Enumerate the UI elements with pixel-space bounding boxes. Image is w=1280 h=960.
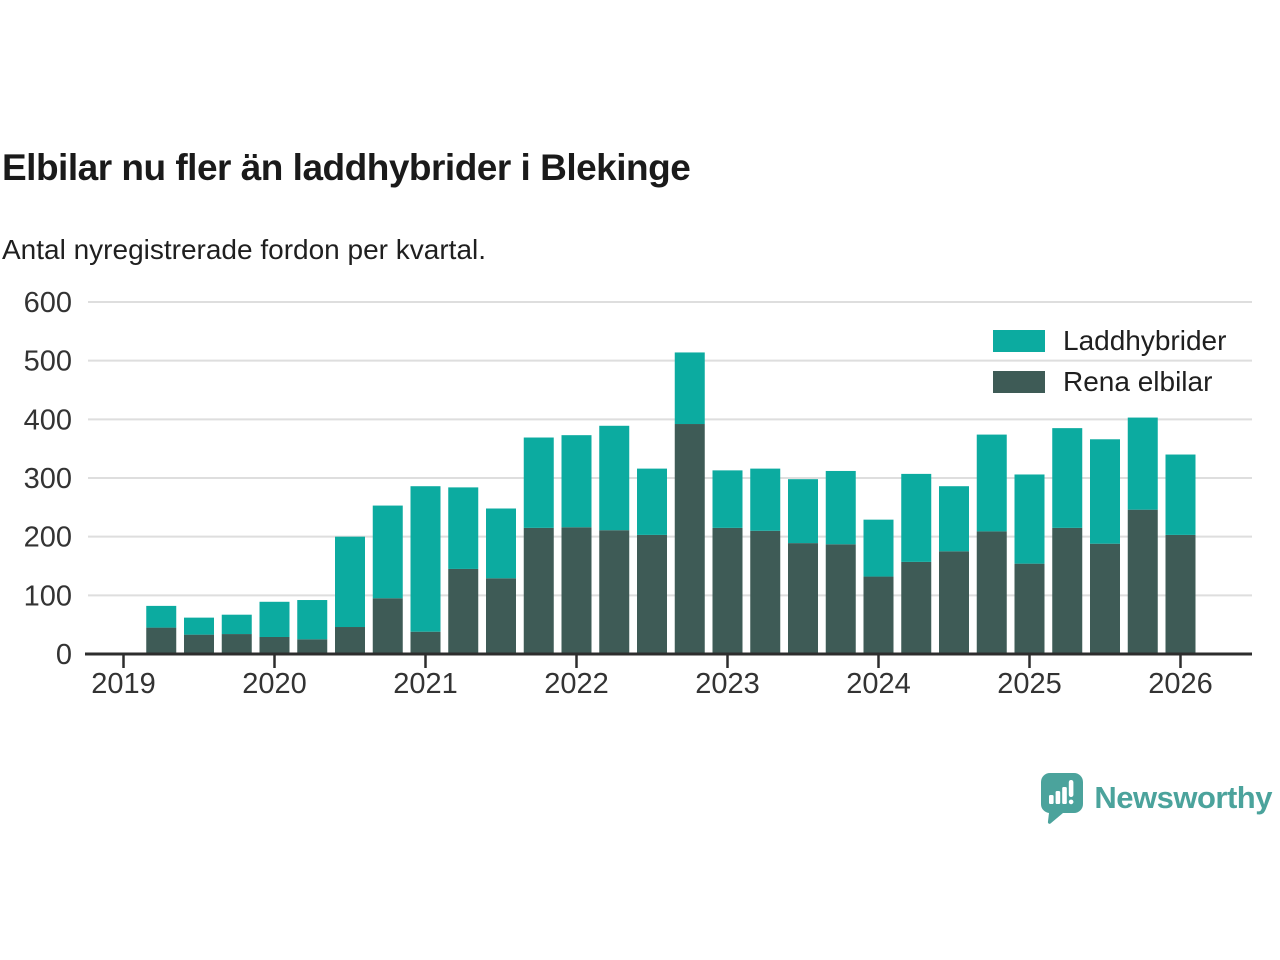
legend: Laddhybrider Rena elbilar bbox=[993, 325, 1227, 397]
legend-swatch-rena-elbilar bbox=[993, 371, 1045, 393]
svg-text:2023: 2023 bbox=[695, 668, 760, 700]
svg-text:2019: 2019 bbox=[91, 668, 156, 700]
legend-label-laddhybrider: Laddhybrider bbox=[1063, 325, 1227, 356]
svg-text:600: 600 bbox=[24, 287, 72, 319]
legend-item-rena-elbilar: Rena elbilar bbox=[993, 366, 1226, 397]
legend-item-laddhybrider: Laddhybrider bbox=[993, 325, 1227, 356]
chart-title: Elbilar nu fler än laddhybrider i Blekin… bbox=[2, 147, 691, 188]
legend-label-rena-elbilar: Rena elbilar bbox=[1063, 366, 1213, 397]
svg-text:300: 300 bbox=[24, 463, 72, 495]
svg-text:2026: 2026 bbox=[1148, 668, 1213, 700]
svg-text:2022: 2022 bbox=[544, 668, 609, 700]
svg-text:2020: 2020 bbox=[242, 668, 307, 700]
chart-subtitle: Antal nyregistrerade fordon per kvartal. bbox=[2, 234, 487, 265]
newsworthy-brand-text: Newsworthy bbox=[1094, 780, 1272, 815]
stacked-bar-chart: 2019 2020 2021 2022 2023 2024 2025 2026 0 100 200 3… bbox=[24, 287, 1252, 700]
svg-text:2025: 2025 bbox=[997, 668, 1062, 700]
legend-swatch-laddhybrider bbox=[993, 330, 1045, 352]
svg-text:100: 100 bbox=[24, 580, 72, 612]
svg-text:200: 200 bbox=[24, 522, 72, 554]
svg-text:2024: 2024 bbox=[846, 668, 911, 700]
newsworthy-speech-bubble-chart-icon bbox=[1041, 773, 1084, 824]
svg-text:500: 500 bbox=[24, 346, 72, 378]
newsworthy-logo: Newsworthy bbox=[1040, 772, 1272, 824]
svg-text:0: 0 bbox=[56, 639, 72, 671]
svg-text:400: 400 bbox=[24, 404, 72, 436]
svg-text:2021: 2021 bbox=[393, 668, 458, 700]
